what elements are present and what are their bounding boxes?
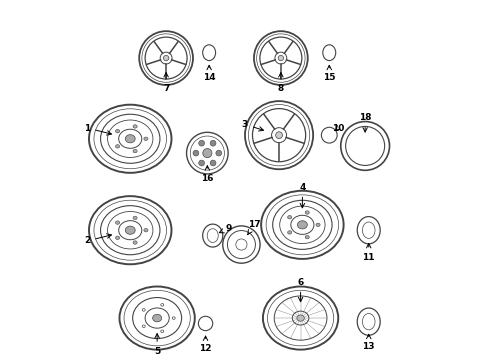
Ellipse shape: [144, 137, 148, 140]
Ellipse shape: [125, 135, 135, 143]
Text: 14: 14: [203, 66, 216, 82]
Circle shape: [164, 55, 169, 61]
Circle shape: [278, 55, 284, 61]
Circle shape: [276, 132, 282, 139]
Text: 12: 12: [199, 336, 212, 353]
Ellipse shape: [116, 221, 120, 224]
Text: 1: 1: [84, 123, 111, 135]
Ellipse shape: [133, 149, 137, 153]
Ellipse shape: [297, 315, 304, 321]
Ellipse shape: [288, 216, 292, 219]
Text: 7: 7: [163, 73, 169, 93]
Ellipse shape: [125, 226, 135, 234]
Circle shape: [193, 150, 199, 156]
Ellipse shape: [305, 235, 309, 239]
Text: 9: 9: [220, 224, 232, 233]
Ellipse shape: [116, 145, 120, 148]
Ellipse shape: [133, 216, 137, 220]
Circle shape: [199, 160, 204, 166]
Ellipse shape: [133, 241, 137, 244]
Text: 5: 5: [154, 334, 160, 356]
Text: 16: 16: [201, 166, 214, 183]
Ellipse shape: [144, 229, 148, 232]
Ellipse shape: [288, 231, 292, 234]
Circle shape: [199, 140, 204, 146]
Circle shape: [210, 140, 216, 146]
Text: 11: 11: [363, 243, 375, 262]
Circle shape: [203, 149, 212, 158]
Text: 4: 4: [299, 183, 306, 208]
Ellipse shape: [116, 236, 120, 239]
Ellipse shape: [316, 223, 320, 226]
Text: 2: 2: [84, 234, 111, 246]
Text: 3: 3: [242, 120, 264, 131]
Circle shape: [210, 160, 216, 166]
Text: 17: 17: [247, 220, 260, 235]
Circle shape: [216, 150, 221, 156]
Ellipse shape: [305, 211, 309, 214]
Text: 18: 18: [359, 113, 371, 132]
Text: 8: 8: [278, 73, 284, 93]
Text: 15: 15: [323, 66, 336, 82]
Ellipse shape: [152, 314, 162, 322]
Ellipse shape: [297, 221, 307, 229]
Text: 10: 10: [332, 123, 344, 132]
Ellipse shape: [116, 130, 120, 133]
Text: 13: 13: [363, 334, 375, 351]
Ellipse shape: [133, 125, 137, 128]
Text: 6: 6: [297, 278, 304, 302]
